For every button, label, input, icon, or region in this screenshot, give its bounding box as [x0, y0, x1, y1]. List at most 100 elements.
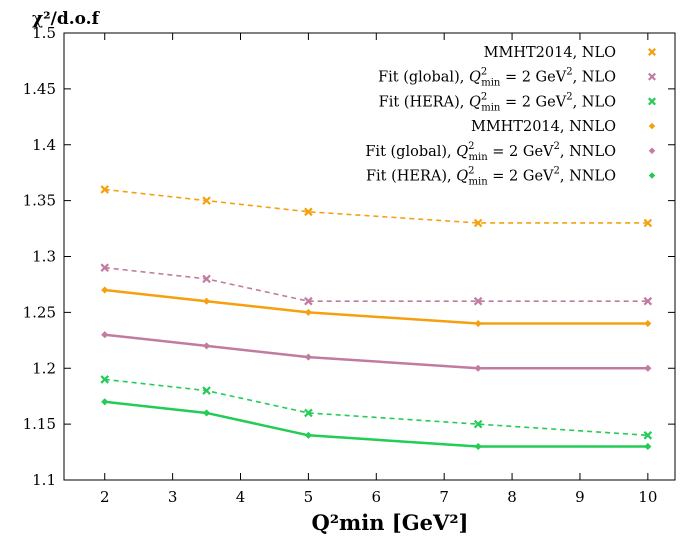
series-group — [100, 185, 653, 451]
legend-subscript: min — [469, 177, 489, 188]
y-tick-label: 1.45 — [23, 80, 56, 98]
series-4 — [101, 286, 652, 328]
legend-superscript: 2 — [481, 91, 487, 102]
data-point — [304, 431, 313, 439]
legend-text: = 2 GeV — [500, 70, 566, 86]
data-point — [473, 419, 483, 429]
data-point — [473, 296, 483, 306]
y-axis-title: χ²/d.o.f — [32, 9, 101, 29]
y-tick-label: 1.35 — [23, 192, 56, 210]
x-tick-label: 5 — [304, 488, 314, 506]
series-line — [104, 266, 648, 303]
x-tick-label: 8 — [507, 488, 517, 506]
series-line — [104, 288, 648, 325]
legend-text: , NNLO — [560, 144, 616, 160]
data-point — [644, 442, 652, 451]
legend-entry-3: Fit (HERA), Q2 min = 2 GeV2, NLO — [379, 91, 656, 113]
axis-titles: χ²/d.o.f Q²min [GeV²] — [32, 9, 468, 535]
legend-superscript: 2 — [481, 67, 487, 78]
data-point — [202, 196, 211, 205]
data-point — [100, 263, 110, 272]
data-point — [100, 185, 110, 194]
data-point — [304, 353, 313, 361]
legend-label: MMHT2014, NNLO — [471, 119, 616, 135]
data-point — [304, 308, 313, 317]
legend-superscript: 2 — [468, 141, 474, 152]
legend-entry-6: Fit (HERA), Q2 min = 2 GeV2, NNLO — [366, 166, 656, 188]
legend-superscript: 2 — [566, 67, 572, 78]
series-line — [104, 333, 648, 370]
data-point — [643, 218, 653, 228]
legend-entry-1: MMHT2014, NLO — [484, 45, 656, 61]
series-5 — [101, 331, 652, 372]
legend-text: = 2 GeV — [488, 144, 554, 160]
x-tick-label: 7 — [439, 488, 449, 506]
legend-marker — [648, 48, 656, 56]
legend-marker — [648, 147, 656, 155]
legend-text: MMHT2014, NLO — [484, 45, 616, 61]
legend-text: Fit (global), — [365, 144, 456, 160]
data-point — [474, 319, 482, 328]
data-point — [202, 297, 211, 305]
y-tick-label: 1.15 — [23, 415, 56, 433]
series-line — [104, 378, 648, 437]
x-tick-label: 9 — [575, 488, 585, 506]
legend-symbol: Q — [469, 94, 481, 110]
legend-text: , NNLO — [560, 169, 616, 185]
data-point — [474, 364, 482, 372]
legend-text: Fit (HERA), — [366, 169, 456, 185]
legend-label: MMHT2014, NLO — [484, 45, 616, 61]
legend-text: Fit (HERA), — [379, 94, 469, 110]
legend-subscript: min — [481, 102, 501, 113]
legend-superscript: 2 — [554, 141, 560, 152]
legend-text: Fit (global), — [378, 70, 469, 86]
series-line — [104, 188, 648, 224]
legend-label: Fit (HERA), Q2 min = 2 GeV2, NLO — [379, 91, 616, 113]
legend-text: MMHT2014, NNLO — [471, 119, 616, 135]
legend-superscript: 2 — [468, 166, 474, 177]
legend-label: Fit (global), Q2 min = 2 GeV2, NLO — [378, 67, 616, 89]
x-tick-label: 6 — [372, 488, 382, 506]
data-point — [202, 409, 211, 417]
data-point — [101, 398, 109, 406]
legend-label: Fit (HERA), Q2 min = 2 GeV2, NNLO — [366, 166, 616, 188]
legend-marker — [648, 72, 656, 81]
legend-symbol: Q — [456, 169, 468, 185]
series-1 — [100, 185, 653, 228]
data-point — [202, 342, 211, 350]
data-point — [202, 386, 211, 395]
legend-superscript: 2 — [554, 166, 560, 177]
data-point — [101, 286, 109, 294]
y-tick-label: 1.1 — [32, 471, 56, 489]
x-tick-label: 10 — [638, 488, 657, 506]
data-point — [304, 408, 313, 418]
legend-marker — [648, 97, 656, 106]
y-tick-label: 1.4 — [32, 136, 56, 154]
legend-entry-5: Fit (global), Q2 min = 2 GeV2, NNLO — [365, 141, 656, 163]
y-tick-label: 1.25 — [23, 303, 56, 321]
legend-symbol: Q — [469, 70, 481, 86]
legend-text: = 2 GeV — [488, 169, 554, 185]
data-point — [304, 296, 313, 306]
legend-text: = 2 GeV — [500, 94, 566, 110]
data-point — [473, 218, 483, 228]
legend-text: , NLO — [573, 70, 617, 86]
data-point — [202, 274, 211, 284]
legend-marker — [648, 122, 656, 130]
data-point — [100, 375, 110, 384]
series-3 — [100, 375, 653, 440]
legend-marker — [648, 172, 656, 179]
data-point — [304, 207, 313, 217]
x-tick-label: 2 — [100, 488, 110, 506]
series-6 — [101, 398, 652, 451]
data-point — [643, 296, 653, 306]
series-line — [104, 400, 648, 448]
data-point — [644, 364, 652, 372]
data-point — [643, 431, 653, 440]
data-point — [644, 319, 652, 328]
x-axis-title: Q²min [GeV²] — [312, 510, 469, 535]
series-2 — [100, 263, 653, 306]
x-tick-label: 3 — [168, 488, 178, 506]
